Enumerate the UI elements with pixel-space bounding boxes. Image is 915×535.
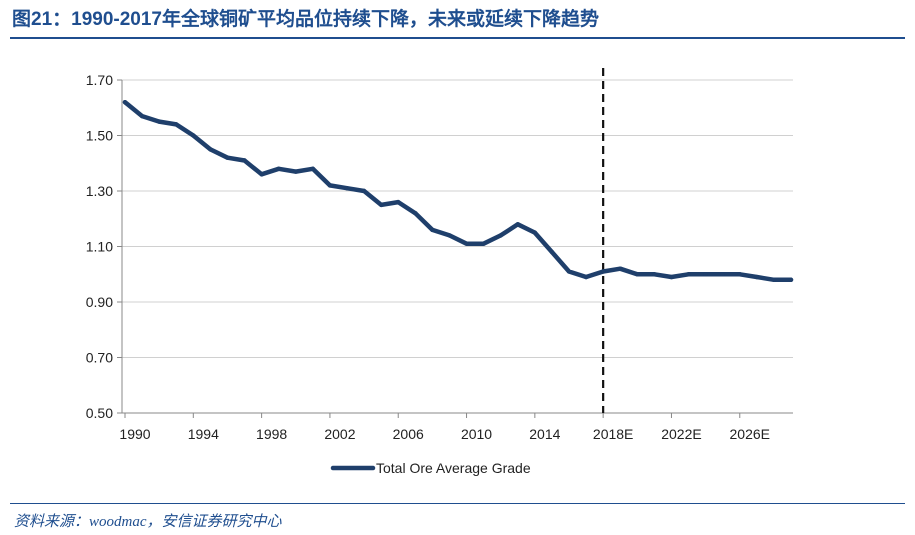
data-point — [413, 211, 418, 216]
footer-divider — [10, 503, 905, 504]
data-point — [549, 249, 555, 255]
data-point — [600, 269, 606, 274]
data-point — [208, 147, 213, 152]
data-point — [293, 169, 298, 174]
source-note: 资料来源：woodmac，安信证券研究中心 — [14, 514, 282, 530]
data-point — [686, 272, 691, 277]
chart-title: 图21：1990-2017年全球铜矿平均品位持续下降，未来或延续下降趋势 — [12, 9, 599, 30]
data-point — [174, 122, 179, 127]
data-point — [276, 166, 281, 171]
data-point — [703, 272, 708, 277]
y-tick-label: 1.50 — [86, 128, 113, 144]
data-point — [344, 186, 350, 191]
x-tick-label: 2014 — [529, 426, 560, 442]
data-point — [771, 277, 777, 282]
x-axis: 1990 1994 1998 2002 2006 2010 2014 2018E 2022E 20… — [119, 412, 793, 442]
x-tick-label: 2010 — [461, 426, 492, 442]
data-point — [447, 233, 452, 238]
x-tick-label: 1994 — [188, 426, 219, 442]
data-point — [532, 230, 538, 235]
x-tick-label: 1998 — [256, 426, 287, 442]
y-tick-label: 1.30 — [86, 183, 113, 199]
data-point — [396, 199, 401, 205]
y-tick-label: 1.10 — [86, 239, 113, 255]
chart-area: 0.50 0.70 0.90 1.10 1.30 1.50 1.70 1990 1994 199… — [0, 40, 915, 500]
data-point — [378, 202, 384, 208]
data-point — [156, 119, 162, 124]
data-point — [720, 272, 725, 277]
data-point — [327, 183, 333, 188]
y-axis: 0.50 0.70 0.90 1.10 1.30 1.50 1.70 — [86, 72, 123, 421]
data-point — [225, 155, 230, 160]
data-point — [259, 172, 264, 177]
data-point — [498, 233, 503, 238]
data-point — [242, 158, 247, 163]
x-tick-label: 2026E — [730, 426, 770, 442]
x-tick-label: 2018E — [593, 426, 633, 442]
data-point — [310, 166, 316, 171]
x-tick-label: 2006 — [393, 426, 424, 442]
data-point — [618, 266, 623, 271]
data-point — [361, 188, 367, 194]
legend-label: Total Ore Average Grade — [376, 460, 531, 476]
data-point — [122, 100, 128, 105]
series-line — [122, 99, 794, 283]
data-point — [191, 133, 196, 138]
y-tick-label: 0.50 — [86, 405, 113, 421]
data-point — [464, 241, 469, 246]
data-point — [635, 272, 640, 277]
x-tick-label: 2002 — [324, 426, 355, 442]
data-point — [515, 222, 520, 227]
title-divider — [10, 37, 905, 39]
x-tick-label: 1990 — [119, 426, 150, 442]
data-point — [481, 241, 486, 246]
data-point — [669, 274, 674, 280]
y-tick-label: 0.70 — [86, 350, 113, 366]
data-point — [566, 269, 572, 274]
data-point — [139, 113, 145, 119]
y-tick-label: 1.70 — [86, 72, 113, 88]
legend: Total Ore Average Grade — [330, 460, 531, 476]
data-point — [788, 277, 794, 282]
data-point — [583, 274, 589, 280]
gridlines — [122, 79, 793, 358]
data-point — [754, 274, 760, 280]
data-point — [430, 227, 435, 233]
y-tick-label: 0.90 — [86, 294, 113, 310]
line-chart: 0.500.700.901.101.301.501.70 1990 1994 199… — [86, 68, 794, 476]
data-point — [652, 272, 657, 277]
x-tick-label: 2022E — [661, 426, 701, 442]
series-group — [122, 99, 794, 283]
data-point — [737, 272, 742, 277]
